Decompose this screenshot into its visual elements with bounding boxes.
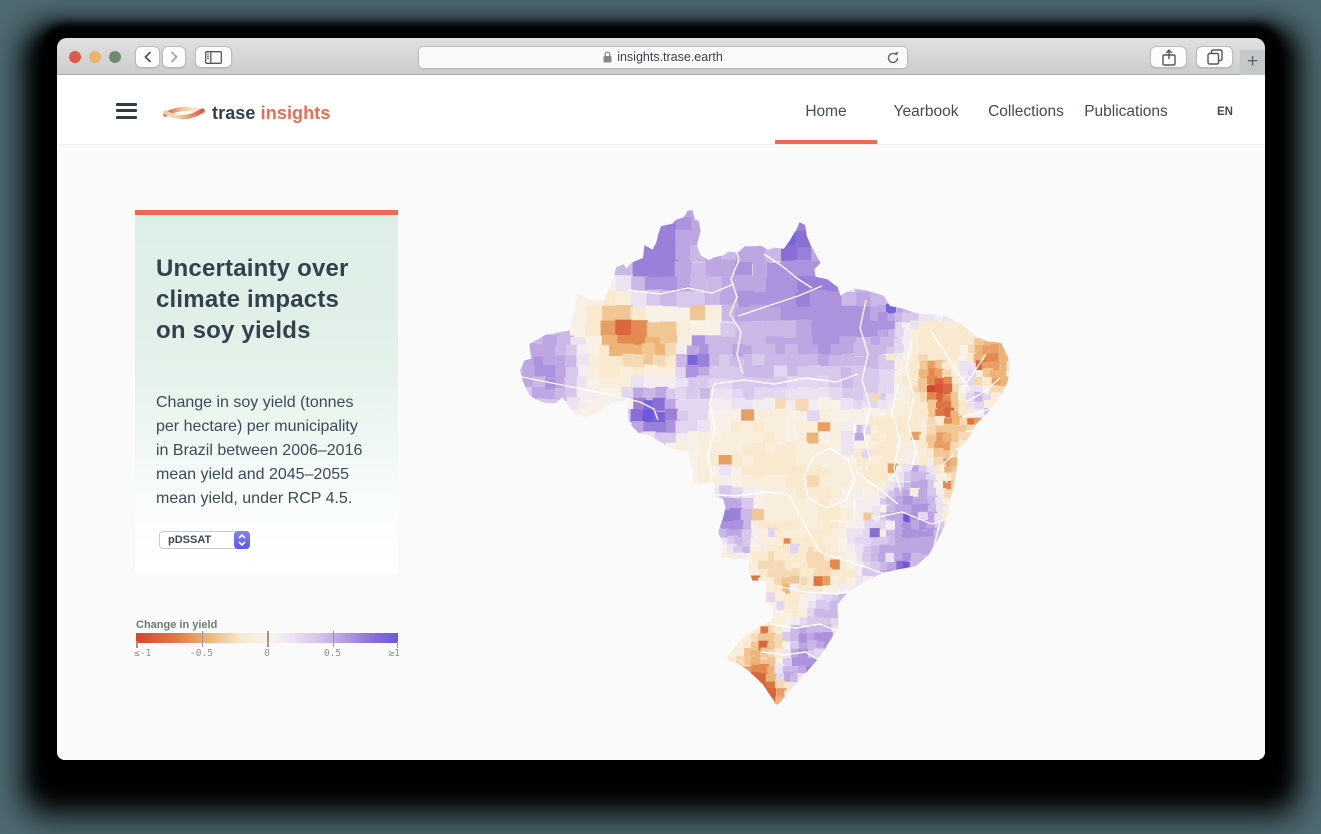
legend-title: Change in yield: [136, 619, 218, 631]
hamburger-bar: [116, 109, 137, 113]
state-boundary: [769, 623, 839, 632]
tab-overview-button[interactable]: [1196, 46, 1233, 68]
url-text: insights.trase.earth: [617, 50, 723, 64]
legend-tick: [332, 631, 334, 647]
padlock-icon: [603, 51, 612, 63]
web-page: trase insights Home Yearbook Collections…: [57, 75, 1265, 760]
state-boundary: [873, 511, 957, 525]
trase-swoosh-icon: [163, 106, 205, 120]
address-bar[interactable]: insights.trase.earth: [418, 45, 908, 69]
state-boundary: [729, 241, 744, 375]
tabs-icon: [1206, 49, 1223, 65]
state-boundary: [763, 253, 813, 289]
sidebar-toggle-button[interactable]: [195, 46, 232, 68]
reload-icon[interactable]: [886, 51, 900, 65]
state-boundary: [819, 551, 891, 577]
browser-toolbar: insights.trase.earth +: [57, 38, 1265, 75]
model-select[interactable]: pDSSAT: [159, 531, 250, 549]
legend-tick: [267, 631, 269, 647]
legend-tick: [201, 631, 203, 647]
forward-button[interactable]: [162, 46, 186, 68]
logo-product: insights: [260, 102, 331, 123]
hamburger-bar: [116, 103, 137, 106]
brazil-choropleth-map[interactable]: [512, 202, 1024, 714]
model-select-value: pDSSAT: [168, 534, 212, 546]
state-boundary: [761, 651, 821, 662]
back-icon: [143, 51, 151, 63]
logo-brand: trase: [212, 102, 256, 123]
site-logo[interactable]: trase insights: [163, 101, 330, 125]
card-accent-bar: [135, 210, 398, 215]
select-stepper-icon: [234, 531, 250, 549]
state-boundary: [713, 373, 859, 385]
legend-tick: [396, 641, 398, 648]
active-nav-underline: [775, 139, 877, 144]
nav-home[interactable]: Home: [805, 103, 847, 120]
state-boundary: [705, 383, 716, 495]
state-boundary: [787, 493, 821, 553]
nav-yearbook[interactable]: Yearbook: [893, 103, 959, 120]
info-card: Uncertainty over climate impacts on soy …: [135, 210, 398, 573]
state-boundary: [940, 453, 955, 484]
zoom-window-button[interactable]: [109, 50, 121, 63]
share-button[interactable]: [1150, 46, 1187, 68]
minimize-window-button[interactable]: [89, 50, 101, 63]
state-boundary: [803, 447, 855, 509]
logo-text: trase insights: [212, 103, 330, 124]
plus-icon: +: [1246, 51, 1259, 72]
state-boundary: [954, 447, 975, 450]
municipality-cells: [520, 210, 1010, 705]
state-boundary: [859, 299, 871, 471]
sidebar-icon: [205, 50, 222, 64]
state-boundary: [965, 429, 987, 432]
state-boundary: [965, 377, 1001, 403]
card-title: Uncertainty over climate impacts on soy …: [156, 255, 349, 344]
state-boundary: [905, 339, 917, 471]
close-window-button[interactable]: [69, 50, 81, 63]
state-boundary: [855, 471, 899, 505]
language-selector[interactable]: EN: [1217, 106, 1233, 118]
legend-tick-label: ≥1: [388, 648, 400, 659]
menu-button[interactable]: [116, 103, 137, 119]
legend-tick-label: 0.5: [323, 648, 342, 659]
legend-tick-label: -0.5: [190, 648, 213, 659]
back-button[interactable]: [135, 46, 160, 68]
legend-tick-label: ≤-1: [134, 648, 152, 659]
share-icon: [1161, 48, 1176, 66]
state-boundary: [737, 285, 823, 317]
state-boundary: [962, 353, 987, 389]
browser-window: insights.trase.earth +: [57, 38, 1265, 760]
state-boundary: [929, 329, 971, 391]
state-boundary: [705, 491, 789, 497]
state-boundary: [891, 383, 902, 493]
legend-tick-label: 0: [264, 648, 270, 659]
state-boundary: [627, 283, 735, 295]
nav-collections[interactable]: Collections: [988, 103, 1064, 120]
legend-tick: [136, 641, 138, 648]
forward-icon: [170, 51, 178, 63]
nav-publications[interactable]: Publications: [1084, 103, 1168, 120]
new-tab-button[interactable]: +: [1240, 50, 1265, 75]
site-header: trase insights Home Yearbook Collections…: [57, 75, 1265, 145]
card-description: Change in soy yield (tonnes per hectare)…: [156, 394, 363, 507]
state-boundary: [521, 376, 659, 421]
hamburger-bar: [116, 115, 137, 119]
